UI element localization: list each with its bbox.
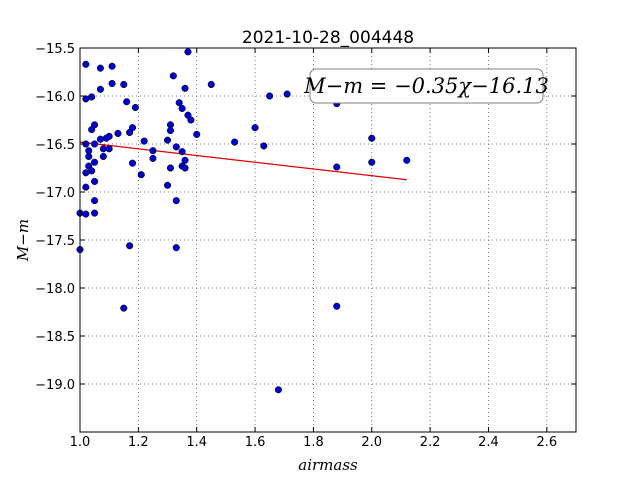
data-point <box>131 103 139 112</box>
data-point <box>172 197 180 205</box>
data-point <box>178 148 186 156</box>
data-point <box>82 60 90 68</box>
chart-title: 2021-10-28_004448 <box>242 28 414 48</box>
data-point <box>260 142 268 150</box>
data-point <box>128 159 137 167</box>
fit-line <box>79 141 407 181</box>
y-tick-labels: −15.5 −16.0 −16.5 −17.0 −17.5 −18.0 −18.5 −19.0 <box>35 42 75 393</box>
data-point <box>207 80 215 89</box>
data-point <box>166 127 174 135</box>
data-point <box>91 209 99 217</box>
y-tick-label: −19.0 <box>35 378 75 393</box>
data-point <box>403 156 411 164</box>
data-point <box>120 80 128 89</box>
data-point <box>91 158 99 166</box>
fit-equation: M−m = −0.35χ−16.13 <box>303 74 549 98</box>
data-point <box>333 163 341 171</box>
data-point <box>172 143 180 151</box>
data-point <box>123 98 131 106</box>
data-point <box>181 84 189 92</box>
x-tick-label: 1.2 <box>128 435 149 450</box>
data-points <box>76 48 411 394</box>
data-point <box>96 64 104 72</box>
data-point <box>91 140 99 148</box>
x-axis-label: airmass <box>298 456 358 474</box>
data-point <box>149 147 157 155</box>
data-point <box>187 116 195 124</box>
data-point <box>368 134 376 142</box>
y-tick-label: −15.5 <box>35 42 75 57</box>
y-tick-label: −18.5 <box>35 330 75 345</box>
data-point <box>193 130 201 138</box>
data-point <box>88 167 96 175</box>
data-point <box>140 137 148 145</box>
data-point <box>105 145 113 153</box>
data-point <box>82 183 90 191</box>
data-point <box>108 79 116 88</box>
data-point <box>163 136 172 144</box>
annotation-frame <box>309 68 544 104</box>
data-point <box>266 92 274 100</box>
data-point <box>88 93 96 101</box>
data-point <box>91 121 99 129</box>
data-point <box>163 181 172 189</box>
data-point <box>283 90 291 98</box>
data-point <box>128 124 137 132</box>
data-point <box>96 135 104 143</box>
data-point <box>231 138 239 146</box>
y-axis-label: M−m <box>14 219 32 262</box>
x-tick-label: 1.4 <box>186 435 207 450</box>
data-point <box>175 99 183 107</box>
x-tick-label: 2.2 <box>420 435 441 450</box>
y-tick-label: −16.5 <box>35 138 75 153</box>
data-point <box>181 164 189 172</box>
y-tick-label: −18.0 <box>35 282 75 297</box>
data-point <box>82 210 90 218</box>
data-point <box>166 164 174 172</box>
data-point <box>91 197 99 205</box>
data-point <box>120 304 128 312</box>
data-point <box>99 152 107 161</box>
data-point <box>368 158 376 166</box>
fit-line-group <box>79 141 407 181</box>
data-point <box>126 242 134 250</box>
y-tick-label: −17.5 <box>35 234 75 249</box>
data-point <box>181 156 189 164</box>
data-point <box>169 72 177 80</box>
data-point <box>108 62 116 70</box>
data-point <box>274 386 282 394</box>
data-point <box>333 302 341 310</box>
data-point <box>96 85 104 93</box>
y-tick-label: −17.0 <box>35 186 75 201</box>
x-tick-label: 2.0 <box>361 435 382 450</box>
x-tick-label: 1.8 <box>303 435 324 450</box>
data-point <box>172 244 180 252</box>
data-point <box>149 154 157 162</box>
data-point <box>251 124 259 132</box>
x-tick-labels: 1.0 1.2 1.4 1.6 1.8 2.0 2.2 2.4 2.6 <box>70 435 558 450</box>
x-tick-label: 2.6 <box>536 435 557 450</box>
annotation-box: M−m = −0.35χ−16.13 <box>303 68 549 104</box>
data-point <box>114 129 122 137</box>
axis-ticks <box>79 47 576 432</box>
x-tick-label: 2.4 <box>478 435 499 450</box>
data-point <box>91 177 99 185</box>
data-point <box>184 48 192 56</box>
x-tick-label: 1.0 <box>70 435 91 450</box>
x-tick-label: 1.6 <box>245 435 266 450</box>
data-point <box>178 104 186 113</box>
data-point <box>137 171 145 179</box>
data-point <box>85 152 93 161</box>
y-tick-label: −16.0 <box>35 90 75 105</box>
data-point <box>105 132 113 140</box>
